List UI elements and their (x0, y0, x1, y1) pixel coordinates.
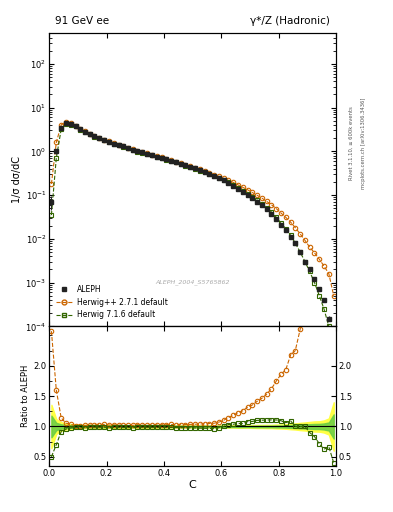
Y-axis label: Ratio to ALEPH: Ratio to ALEPH (22, 365, 30, 428)
Text: mcplots.cern.ch [arXiv:1306.3436]: mcplots.cern.ch [arXiv:1306.3436] (361, 98, 366, 189)
X-axis label: C: C (189, 480, 196, 490)
Text: ALEPH_2004_S5765862: ALEPH_2004_S5765862 (155, 280, 230, 285)
Legend: ALEPH, Herwig++ 2.7.1 default, Herwig 7.1.6 default: ALEPH, Herwig++ 2.7.1 default, Herwig 7.… (53, 282, 171, 323)
Text: Rivet 3.1.10, ≥ 600k events: Rivet 3.1.10, ≥ 600k events (349, 106, 354, 180)
Y-axis label: 1/σ dσ/dC: 1/σ dσ/dC (13, 156, 22, 203)
Text: 91 GeV ee: 91 GeV ee (55, 16, 109, 26)
Text: γ*/Z (Hadronic): γ*/Z (Hadronic) (250, 16, 330, 26)
